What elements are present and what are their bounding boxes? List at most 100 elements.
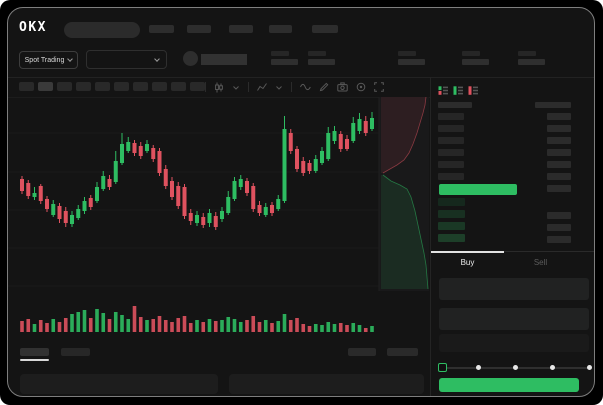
bid-price-placeholder[interactable] <box>438 234 465 242</box>
tab-buy[interactable]: Buy <box>431 251 504 271</box>
chevron-down-icon <box>154 56 160 62</box>
okx-logo[interactable]: OKX <box>19 20 47 35</box>
orderbook-bids-icon[interactable] <box>453 83 464 101</box>
price-input-placeholder[interactable] <box>439 278 589 300</box>
orders-panel-placeholder <box>229 374 424 394</box>
panel-divider <box>431 251 594 252</box>
candles-icon[interactable] <box>214 82 224 93</box>
ask-price-placeholder[interactable] <box>438 113 464 120</box>
toolbar-divider <box>291 82 292 92</box>
camera-icon[interactable] <box>337 82 348 92</box>
timeframe-button-placeholder[interactable] <box>57 82 72 91</box>
candlestick-series <box>20 112 374 230</box>
app-window: OKX Spot Trading <box>7 7 595 397</box>
market-type-label: Spot Trading <box>24 56 65 64</box>
pair-selector-dropdown[interactable] <box>86 50 167 69</box>
ask-price-placeholder[interactable] <box>438 149 464 156</box>
volume-series <box>20 306 374 332</box>
ask-price-placeholder[interactable] <box>438 173 464 180</box>
header-divider <box>8 77 594 78</box>
chart-toolbar-icons <box>205 78 387 96</box>
chevron-down-icon <box>67 56 74 62</box>
timeframe-button-placeholder[interactable] <box>190 82 205 91</box>
orderbook-view-toggle <box>438 83 479 101</box>
stat-label-placeholder <box>462 51 480 56</box>
orders-panel-placeholder <box>20 374 218 394</box>
timeframe-button-placeholder[interactable] <box>152 82 167 91</box>
orderbook-trade-panel: Buy Sell <box>430 77 594 396</box>
nav-item-placeholder[interactable] <box>187 25 211 33</box>
ask-amount-placeholder[interactable] <box>547 137 571 144</box>
orderbook-price-header-placeholder <box>438 102 472 108</box>
slider-tick[interactable] <box>549 365 555 370</box>
orderbook-amount-header-placeholder <box>535 102 571 108</box>
buy-button[interactable] <box>439 378 579 392</box>
bid-price-placeholder[interactable] <box>438 222 465 230</box>
bid-amount-placeholder[interactable] <box>547 224 571 231</box>
nav-item-placeholder[interactable] <box>229 25 253 33</box>
active-tab-underline <box>20 359 49 361</box>
price-chart[interactable] <box>8 97 430 336</box>
ask-amount-placeholder[interactable] <box>547 185 571 192</box>
timeframe-button-placeholder[interactable] <box>114 82 129 91</box>
stat-value-placeholder <box>462 59 489 65</box>
draw-icon[interactable] <box>319 82 329 92</box>
slider-handle[interactable] <box>437 363 447 372</box>
orderbook-split-icon[interactable] <box>438 83 449 101</box>
toolbar-divider <box>248 82 249 92</box>
ask-amount-placeholder[interactable] <box>547 113 571 120</box>
fullscreen-icon[interactable] <box>374 82 384 92</box>
timeframe-button-placeholder[interactable] <box>133 82 148 91</box>
tab-sell[interactable]: Sell <box>533 257 548 267</box>
nav-item-placeholder[interactable] <box>312 25 338 33</box>
timeframe-button-placeholder[interactable] <box>171 82 186 91</box>
search-bar[interactable] <box>64 22 140 38</box>
chevron-down-icon[interactable] <box>232 83 240 92</box>
last-price-row[interactable] <box>439 184 517 195</box>
ask-amount-placeholder[interactable] <box>547 173 571 180</box>
total-row-placeholder <box>439 334 589 352</box>
timeframe-button-placeholder[interactable] <box>19 82 34 91</box>
nav-item-placeholder[interactable] <box>269 25 292 33</box>
depth-profile <box>378 97 429 291</box>
timeframe-button-placeholder[interactable] <box>38 82 53 91</box>
bid-amount-placeholder[interactable] <box>547 236 571 243</box>
stat-value-placeholder <box>271 59 298 65</box>
market-type-selector[interactable]: Spot Trading <box>19 51 78 69</box>
ask-price-placeholder[interactable] <box>438 161 464 168</box>
timeframe-button-placeholder[interactable] <box>95 82 110 91</box>
stat-label-placeholder <box>398 51 416 56</box>
slider-tick[interactable] <box>586 365 592 370</box>
timeframe-button-placeholder[interactable] <box>76 82 91 91</box>
stat-value-placeholder <box>398 59 425 65</box>
ask-amount-placeholder[interactable] <box>547 149 571 156</box>
coin-icon <box>183 51 198 66</box>
amount-input-placeholder[interactable] <box>439 308 589 330</box>
chevron-down-icon[interactable] <box>275 83 283 92</box>
slider-tick[interactable] <box>475 365 481 370</box>
orders-filter-placeholder[interactable] <box>387 348 418 356</box>
gridlines <box>8 97 429 287</box>
ask-amount-placeholder[interactable] <box>547 125 571 132</box>
stat-label-placeholder <box>308 51 326 56</box>
ask-price-placeholder[interactable] <box>438 125 464 132</box>
ask-amount-placeholder[interactable] <box>547 161 571 168</box>
amount-slider[interactable] <box>437 360 593 374</box>
bid-amount-placeholder[interactable] <box>547 212 571 219</box>
orders-filter-placeholder[interactable] <box>348 348 376 356</box>
stat-value-placeholder <box>518 59 545 65</box>
wave-icon[interactable] <box>300 82 311 92</box>
indicator-icon[interactable] <box>257 82 267 92</box>
ask-price-placeholder[interactable] <box>438 137 464 144</box>
pair-name-placeholder <box>201 54 247 65</box>
stat-value-placeholder <box>308 59 335 65</box>
orderbook-asks-icon[interactable] <box>468 83 479 101</box>
settings-icon[interactable] <box>356 82 366 92</box>
orders-tab-active-placeholder[interactable] <box>20 348 49 356</box>
bid-price-placeholder[interactable] <box>438 210 465 218</box>
nav-item-placeholder[interactable] <box>149 25 174 33</box>
slider-tick[interactable] <box>512 365 518 370</box>
bid-price-placeholder[interactable] <box>438 198 465 206</box>
orders-tab-placeholder[interactable] <box>61 348 90 356</box>
